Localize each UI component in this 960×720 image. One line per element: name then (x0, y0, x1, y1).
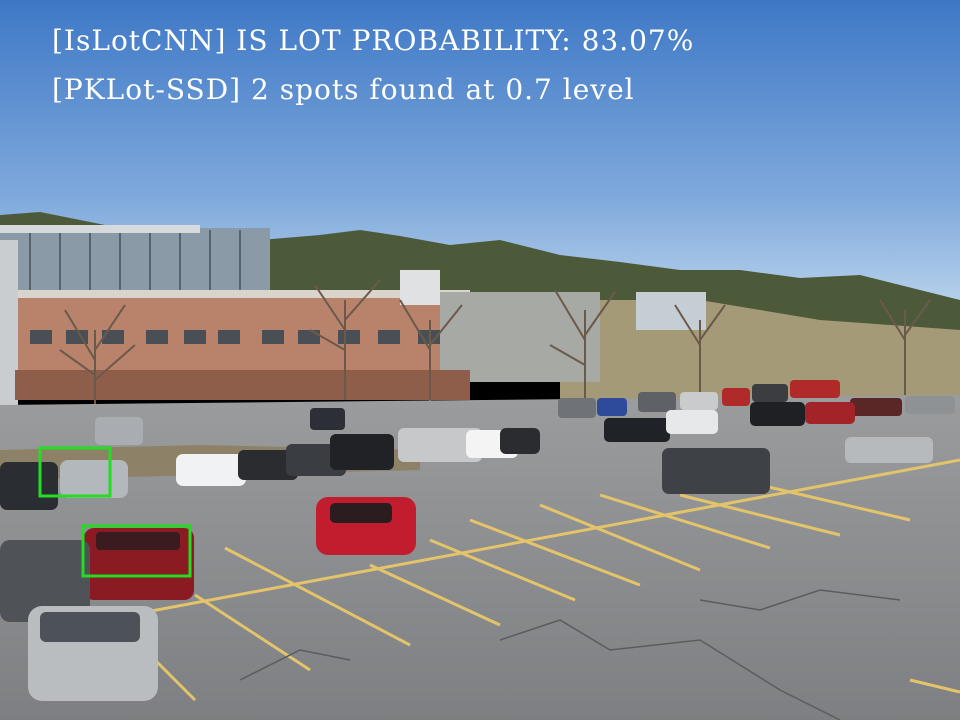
distant-parked-cars (95, 380, 955, 463)
distant-building (636, 292, 706, 330)
bare-trees (59, 279, 931, 420)
building-windows (30, 330, 440, 344)
building-base (15, 370, 470, 400)
detection-box-1 (38, 446, 112, 498)
brick-building-trim (15, 290, 470, 298)
lot-probability-readout: [IsLotCNN] IS LOT PROBABILITY: 83.07% (52, 24, 695, 57)
building-tower (0, 240, 18, 415)
building-window-grid (29, 230, 241, 290)
building-annex (400, 270, 440, 305)
detection-box-2 (81, 524, 192, 578)
pavement-cracks (239, 589, 901, 720)
parking-lines (129, 458, 960, 702)
building-right-block (440, 292, 600, 382)
building-roof-band (0, 225, 200, 233)
foreground-cars (0, 460, 416, 701)
spots-found-readout: [PKLot-SSD] 2 spots found at 0.7 level (52, 73, 635, 106)
building-upper-glass (0, 228, 270, 290)
middle-row-cars (0, 428, 770, 510)
